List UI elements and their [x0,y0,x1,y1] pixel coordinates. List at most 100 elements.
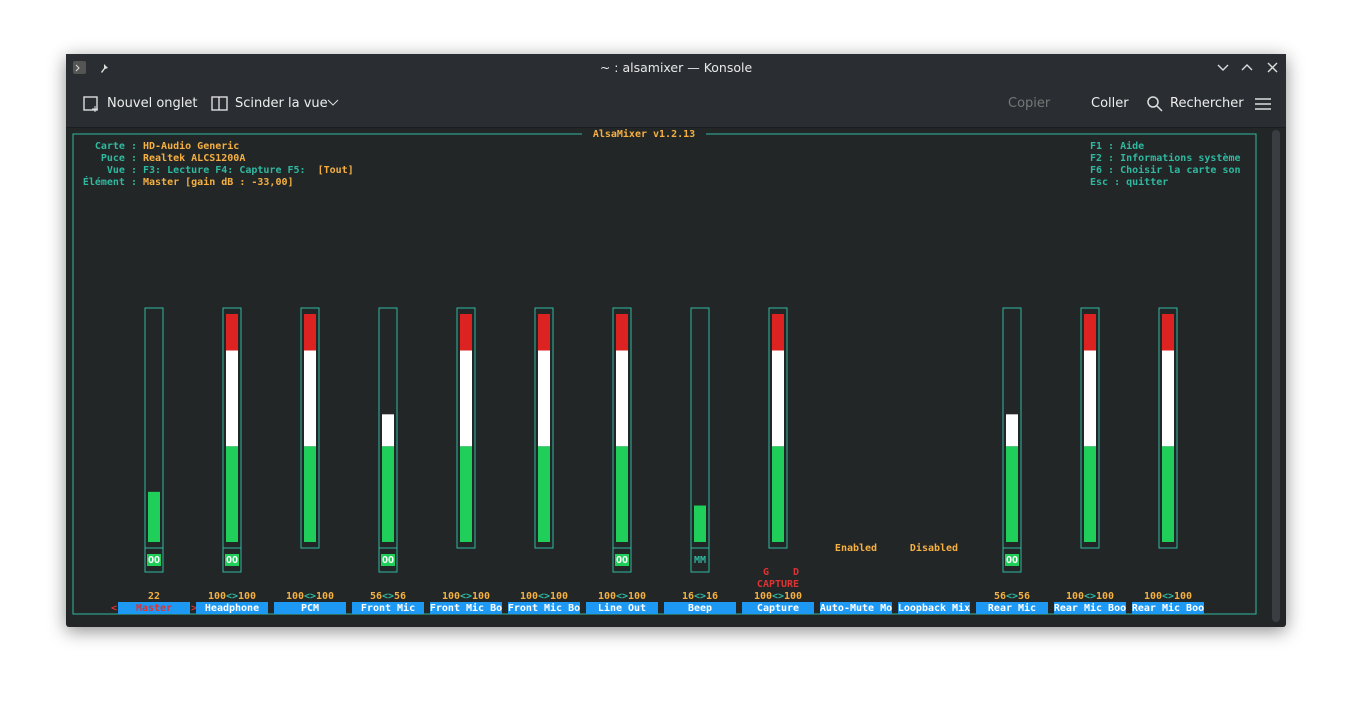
volume-bar-segment [616,350,628,447]
channel-name: Auto-Mute Mo [820,603,892,614]
volume-bar-segment [460,446,472,542]
level-separator: <> [1162,591,1174,602]
capture-label: CAPTURE [757,579,799,590]
level-right: 100 [316,591,334,602]
level-separator: <> [616,591,628,602]
help-line: F2 : Informations système [1090,152,1241,164]
level-left: 100 [520,591,538,602]
mute-state: MM [694,555,706,566]
icon [83,96,98,112]
toolbar: Nouvel onglet Scinder la vue Copier Coll… [66,81,1286,128]
mute-state: OO [382,555,394,566]
level-separator: <> [382,591,394,602]
volume-frame [300,307,320,549]
volume-bar-segment [1162,314,1174,351]
level-left: 100 [1066,591,1084,602]
level-value: 22 [148,591,160,602]
level-right: 100 [1174,591,1192,602]
scrollbar[interactable] [1272,130,1280,622]
title-bg [582,128,706,140]
level-left: 100 [1144,591,1162,602]
info-value: F3: Lecture F4: Capture F5: [143,165,306,176]
info-label: Vue : [107,165,137,176]
volume-frame [456,307,476,549]
level-separator: <> [694,591,706,602]
title-icons [73,61,108,74]
volume-bar-segment [304,446,316,542]
channel-label-bg [976,602,1048,614]
level-separator: <> [460,591,472,602]
paste-button[interactable]: Coller [1091,96,1129,111]
level-separator: <> [538,591,550,602]
volume-bar-segment [616,314,628,351]
channel-label-bg [274,602,346,614]
volume-bar-segment [1162,350,1174,447]
mixer-border [72,133,1257,615]
level-left: 100 [208,591,226,602]
mute-state: OO [1006,555,1018,566]
volume-bar-segment [148,491,160,542]
volume-bar-segment [772,446,784,542]
level-right: 100 [472,591,490,602]
info-label: Carte : [95,141,137,152]
volume-bar-segment [538,446,550,542]
icon [327,99,339,106]
info-value: Master [gain dB : -33,00] [143,176,294,188]
channel-label-bg [820,602,892,614]
info-value: HD-Audio Generic [143,140,239,152]
channel-name: Master [136,603,172,614]
level-left: 100 [286,591,304,602]
channel-label-bg [1132,602,1204,614]
help-line: F1 : Aide [1090,140,1144,152]
volume-bar-segment [694,505,706,542]
channel-label-bg [664,602,736,614]
level-separator: <> [1084,591,1096,602]
help-line: F6 : Choisir la carte son [1090,164,1241,176]
channel-label-bg [898,602,970,614]
level-left: 56 [370,591,382,602]
mixer-title: AlsaMixer v1.2.13 [593,128,695,140]
level-right: 100 [238,591,256,602]
mute-state: OO [148,555,160,566]
channel-name: Beep [688,603,712,614]
volume-bar-segment [1162,446,1174,542]
mute-bg [381,554,395,566]
copy-button[interactable]: Copier [1008,96,1051,111]
mute-frame [222,547,242,573]
mute-bg [615,554,629,566]
info-value: Realtek ALCS1200A [143,153,245,164]
channel-label-bg [508,602,580,614]
level-right: 100 [1096,591,1114,602]
volume-bar-segment [1084,446,1096,542]
channel-name: Front Mic Bo [430,602,502,614]
channel-label-bg [118,602,190,614]
volume-bar-segment [772,350,784,447]
icon [211,96,228,111]
volume-bar-segment [304,350,316,447]
volume-bar-segment [226,314,238,351]
channel-label-bg [352,602,424,614]
level-separator: <> [1006,591,1018,602]
enum-value: Enabled [835,543,877,554]
level-right: 56 [1018,591,1030,602]
volume-bar-segment [226,446,238,542]
menu-button[interactable] [1255,97,1271,111]
search-button[interactable]: Rechercher [1170,96,1244,111]
split-view-button[interactable]: Scinder la vue [235,96,328,111]
mute-state: OO [616,555,628,566]
volume-frame [768,307,788,549]
level-left: 100 [598,591,616,602]
info-label: Élément : [83,175,137,188]
channel-label-bg [742,602,814,614]
selection-left: < [111,603,117,614]
mute-frame [144,547,164,573]
capture-right: D [793,567,799,578]
volume-bar-segment [1084,314,1096,351]
level-right: 100 [628,591,646,602]
channel-name: PCM [301,603,319,614]
new-tab-button[interactable]: Nouvel onglet [107,96,198,111]
volume-frame [1080,307,1100,549]
level-right: 100 [784,591,802,602]
window-buttons[interactable] [1216,61,1280,75]
